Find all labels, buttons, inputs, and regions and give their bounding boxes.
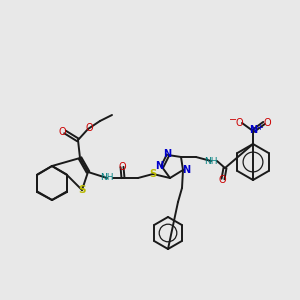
- Text: S: S: [78, 185, 86, 195]
- Text: O: O: [118, 162, 126, 172]
- Text: O: O: [58, 127, 66, 137]
- Text: −: −: [229, 115, 237, 125]
- Text: N: N: [155, 161, 163, 171]
- Text: NH: NH: [100, 173, 114, 182]
- Text: O: O: [85, 123, 93, 133]
- Text: O: O: [235, 118, 243, 128]
- Text: N: N: [249, 125, 257, 135]
- Text: NH: NH: [204, 157, 218, 166]
- Text: O: O: [218, 175, 226, 185]
- Text: +: +: [256, 122, 263, 131]
- Text: S: S: [149, 169, 157, 179]
- Text: O: O: [263, 118, 271, 128]
- Text: N: N: [163, 149, 171, 159]
- Text: N: N: [182, 165, 190, 175]
